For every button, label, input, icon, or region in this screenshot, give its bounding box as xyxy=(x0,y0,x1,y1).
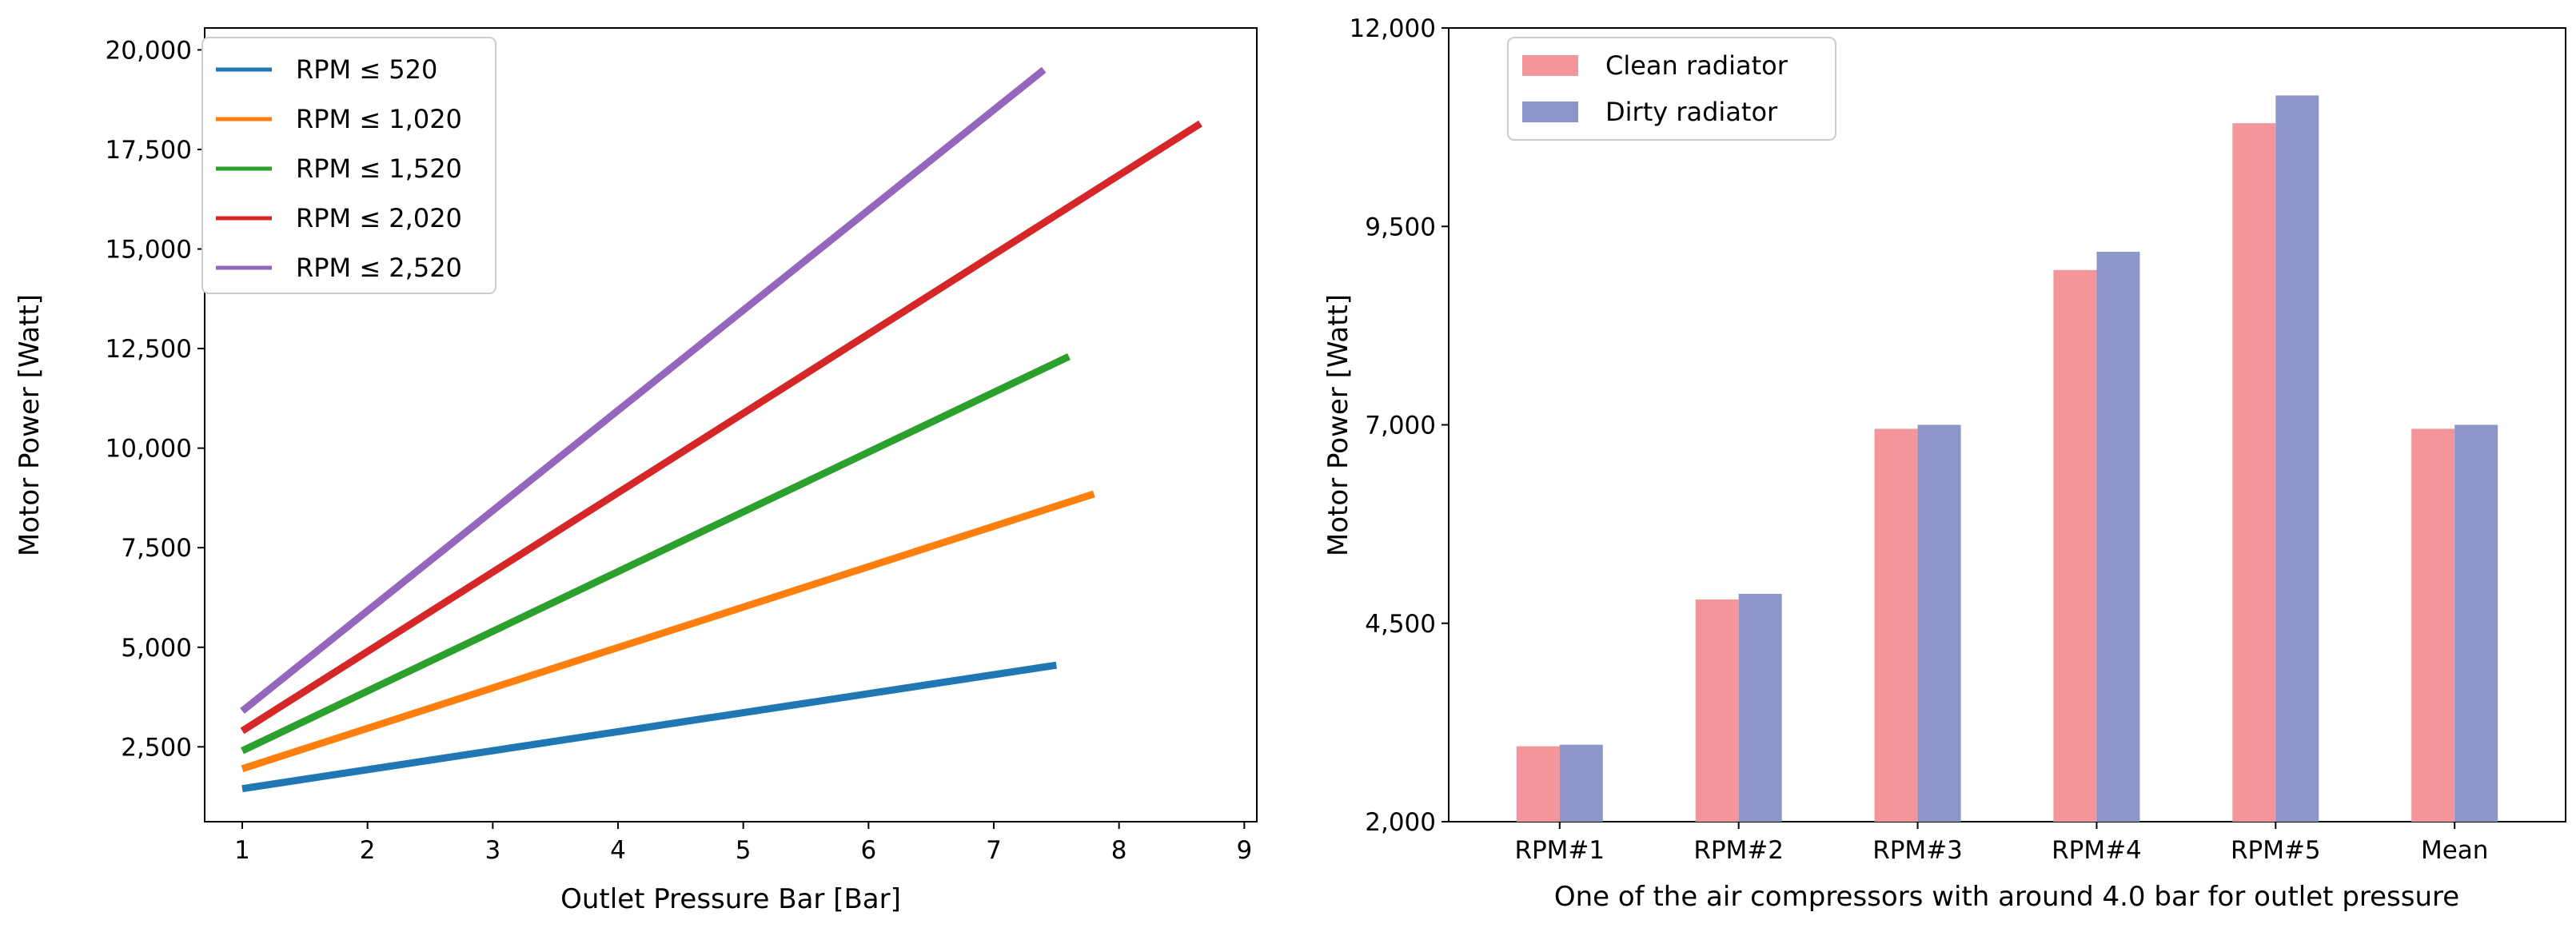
bar-clean-6 xyxy=(2411,428,2455,822)
right-y-axis-label: Motor Power [Watt] xyxy=(1322,294,1354,556)
left-y-ticks: 2,500 5,000 7,500 10,000 12,500 15,000 17,500 2… xyxy=(106,36,205,762)
left-x-tick-label: 6 xyxy=(860,836,876,865)
bar-clean-2 xyxy=(1695,599,1739,822)
bar-clean-1 xyxy=(1516,746,1560,822)
left-series-line-1 xyxy=(241,661,1058,793)
bar-dirty-4 xyxy=(2096,252,2140,822)
left-series-line-4 xyxy=(240,120,1202,735)
left-chart: 1 2 3 4 5 6 7 8 9 2,500 5,000 7,500 10,000 12,500 15,… xyxy=(14,27,1258,915)
left-legend-label: RPM ≤ 2,020 xyxy=(296,203,462,233)
left-series-line-5 xyxy=(240,66,1047,715)
right-x-ticks: RPM#1 RPM#2 RPM#3 RPM#4 RPM#5 Mean xyxy=(1514,822,2488,865)
left-y-tick-label: 2,500 xyxy=(121,733,192,762)
right-x-tick-label: RPM#2 xyxy=(1693,836,1784,865)
left-series-line-3 xyxy=(241,352,1071,755)
bar-clean-5 xyxy=(2232,123,2276,822)
right-chart: RPM#1 RPM#2 RPM#3 RPM#4 RPM#5 Mean 2,000 4,500… xyxy=(1322,14,2566,913)
left-x-tick-label: 5 xyxy=(736,836,752,865)
left-x-tick-label: 2 xyxy=(360,836,376,865)
right-x-tick-label: RPM#3 xyxy=(1872,836,1963,865)
left-legend-label: RPM ≤ 2,520 xyxy=(296,253,462,283)
left-y-tick-label: 17,500 xyxy=(106,136,192,165)
right-legend-label: Clean radiator xyxy=(1605,50,1788,81)
right-x-axis-label: One of the air compressors with around 4… xyxy=(1554,881,2459,913)
left-series-line-2 xyxy=(241,490,1095,773)
right-legend-label: Dirty radiator xyxy=(1605,97,1778,127)
left-y-axis-label: Motor Power [Watt] xyxy=(14,294,46,556)
left-y-tick-label: 15,000 xyxy=(106,236,192,265)
left-legend-label: RPM ≤ 520 xyxy=(296,54,437,85)
left-legend-box xyxy=(201,37,496,294)
bar-dirty-3 xyxy=(1917,424,1961,822)
left-x-tick-label: 7 xyxy=(986,836,1002,865)
right-y-tick-label: 12,000 xyxy=(1350,14,1436,43)
right-legend: Clean radiator Dirty radiator xyxy=(1507,37,1836,141)
left-y-tick-label: 5,000 xyxy=(121,634,192,663)
right-plot-frame xyxy=(1448,27,2566,822)
right-legend-box xyxy=(1507,37,1836,141)
right-x-tick-label: RPM#5 xyxy=(2231,836,2321,865)
left-legend-label: RPM ≤ 1,520 xyxy=(296,153,462,184)
left-x-tick-label: 9 xyxy=(1236,836,1252,865)
left-x-tick-label: 1 xyxy=(234,836,250,865)
right-legend-swatch xyxy=(1522,102,1578,122)
left-x-tick-label: 8 xyxy=(1111,836,1127,865)
left-y-tick-label: 10,000 xyxy=(106,435,192,464)
right-y-tick-label: 7,000 xyxy=(1365,412,1436,440)
left-y-tick-label: 20,000 xyxy=(106,36,192,65)
bar-clean-4 xyxy=(2053,269,2097,822)
left-series-group xyxy=(240,66,1202,793)
right-x-tick-label: Mean xyxy=(2421,836,2488,865)
right-y-tick-label: 2,000 xyxy=(1365,808,1436,837)
right-x-tick-label: RPM#1 xyxy=(1514,836,1605,865)
left-y-tick-label: 7,500 xyxy=(121,534,192,563)
left-x-tick-label: 3 xyxy=(484,836,500,865)
right-y-tick-label: 4,500 xyxy=(1365,610,1436,639)
bar-dirty-2 xyxy=(1738,594,1782,822)
left-x-ticks: 1 2 3 4 5 6 7 8 9 xyxy=(234,822,1252,865)
left-legend: RPM ≤ 520 RPM ≤ 1,020 RPM ≤ 1,520 RPM ≤ 2,0… xyxy=(201,37,496,294)
right-bars-group xyxy=(1516,95,2498,822)
bar-dirty-6 xyxy=(2454,424,2498,822)
right-x-tick-label: RPM#4 xyxy=(2052,836,2142,865)
left-legend-label: RPM ≤ 1,020 xyxy=(296,104,462,134)
bar-dirty-5 xyxy=(2275,95,2319,822)
right-y-ticks: 2,000 4,500 7,000 9,500 12,000 xyxy=(1350,14,1449,837)
left-y-tick-label: 12,500 xyxy=(106,335,192,364)
right-y-tick-label: 9,500 xyxy=(1365,213,1436,241)
left-x-tick-label: 4 xyxy=(610,836,626,865)
bar-dirty-1 xyxy=(1559,744,1603,822)
right-legend-swatch xyxy=(1522,55,1578,76)
left-x-axis-label: Outlet Pressure Bar [Bar] xyxy=(560,883,901,915)
bar-clean-3 xyxy=(1874,428,1918,822)
